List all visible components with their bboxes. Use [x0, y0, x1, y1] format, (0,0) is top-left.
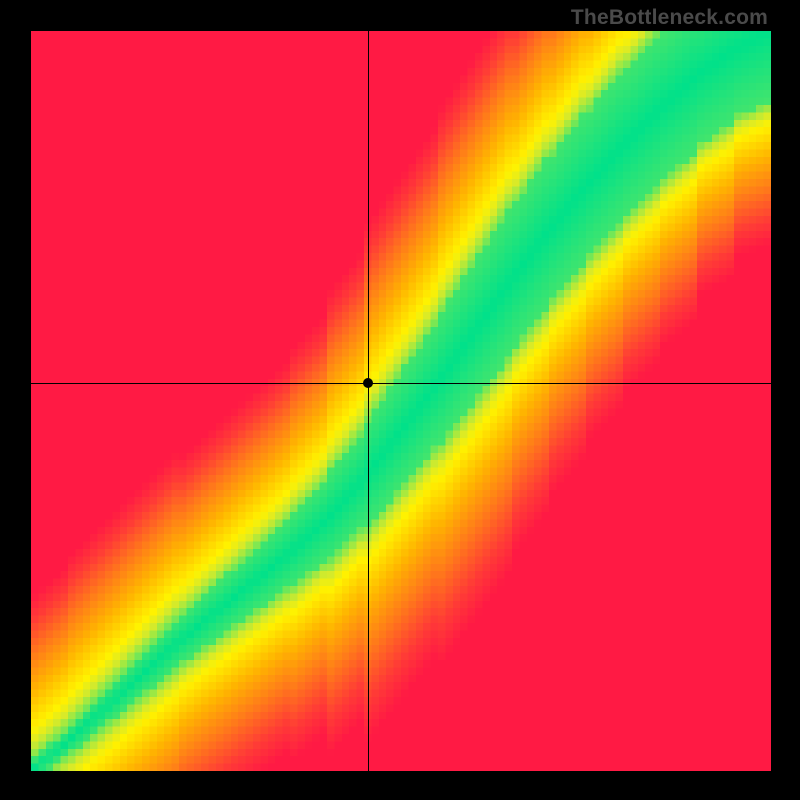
- crosshair-vertical: [368, 31, 369, 771]
- watermark-text: TheBottleneck.com: [571, 6, 768, 30]
- crosshair-horizontal: [31, 383, 771, 384]
- bottleneck-heatmap: [31, 31, 771, 771]
- chart-container: TheBottleneck.com: [0, 0, 800, 800]
- selection-marker: [363, 378, 373, 388]
